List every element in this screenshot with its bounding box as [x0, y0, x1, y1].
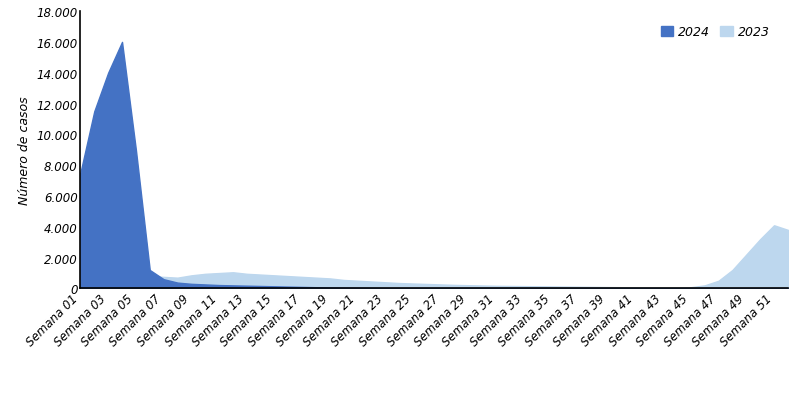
Y-axis label: Número de casos: Número de casos	[18, 96, 31, 205]
Legend: 2024, 2023: 2024, 2023	[654, 21, 773, 44]
